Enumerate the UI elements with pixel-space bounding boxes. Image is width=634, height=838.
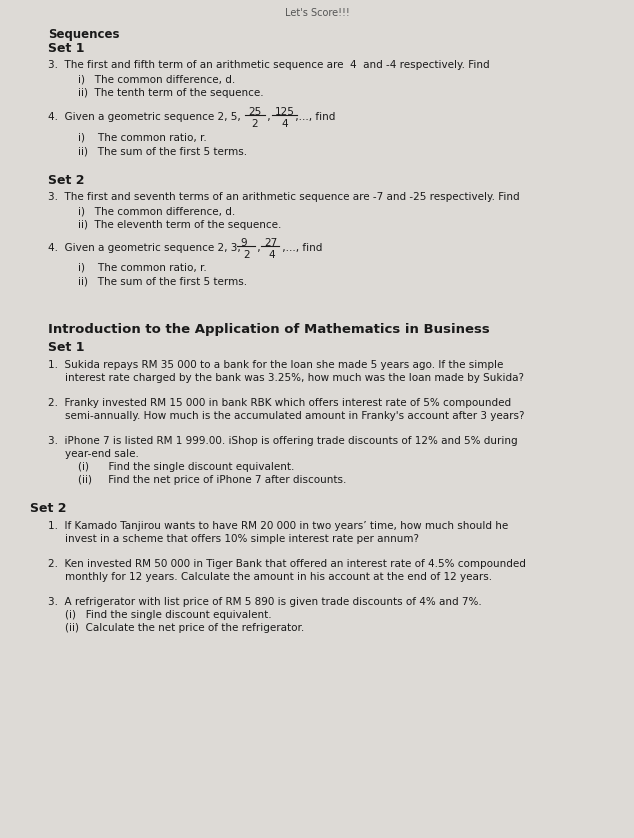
Text: i)   The common difference, d.: i) The common difference, d. — [78, 75, 235, 85]
Text: year-end sale.: year-end sale. — [65, 449, 139, 459]
Text: 3.  The first and fifth term of an arithmetic sequence are  4  and -4 respective: 3. The first and fifth term of an arithm… — [48, 60, 489, 70]
Text: 125: 125 — [275, 107, 295, 117]
Text: (i)      Find the single discount equivalent.: (i) Find the single discount equivalent. — [78, 462, 294, 472]
Text: semi-annually. How much is the accumulated amount in Franky's account after 3 ye: semi-annually. How much is the accumulat… — [65, 411, 524, 421]
Text: invest in a scheme that offers 10% simple interest rate per annum?: invest in a scheme that offers 10% simpl… — [65, 534, 419, 544]
Text: (i)   Find the single discount equivalent.: (i) Find the single discount equivalent. — [65, 610, 271, 620]
Text: 2: 2 — [251, 119, 257, 129]
Text: 2.  Franky invested RM 15 000 in bank RBK which offers interest rate of 5% compo: 2. Franky invested RM 15 000 in bank RBK… — [48, 398, 511, 408]
Text: 2: 2 — [243, 250, 250, 260]
Text: 27: 27 — [264, 238, 277, 248]
Text: 3.  A refrigerator with list price of RM 5 890 is given trade discounts of 4% an: 3. A refrigerator with list price of RM … — [48, 597, 482, 607]
Text: Let's Score!!!: Let's Score!!! — [285, 8, 349, 18]
Text: ii)  The tenth term of the sequence.: ii) The tenth term of the sequence. — [78, 88, 264, 98]
Text: 3.  The first and seventh terms of an arithmetic sequence are -7 and -25 respect: 3. The first and seventh terms of an ari… — [48, 192, 520, 202]
Text: 4: 4 — [268, 250, 275, 260]
Text: interest rate charged by the bank was 3.25%, how much was the loan made by Sukid: interest rate charged by the bank was 3.… — [65, 373, 524, 383]
Text: ii)   The sum of the first 5 terms.: ii) The sum of the first 5 terms. — [78, 146, 247, 156]
Text: (ii)  Calculate the net price of the refrigerator.: (ii) Calculate the net price of the refr… — [65, 623, 304, 633]
Text: 2.  Ken invested RM 50 000 in Tiger Bank that offered an interest rate of 4.5% c: 2. Ken invested RM 50 000 in Tiger Bank … — [48, 559, 526, 569]
Text: 9: 9 — [240, 238, 247, 248]
Text: i)    The common ratio, r.: i) The common ratio, r. — [78, 133, 207, 143]
Text: 1.  Sukida repays RM 35 000 to a bank for the loan she made 5 years ago. If the : 1. Sukida repays RM 35 000 to a bank for… — [48, 360, 503, 370]
Text: ,: , — [264, 112, 271, 122]
Text: 4.  Given a geometric sequence 2, 5,: 4. Given a geometric sequence 2, 5, — [48, 112, 244, 122]
Text: Introduction to the Application of Mathematics in Business: Introduction to the Application of Mathe… — [48, 323, 489, 336]
Text: i)   The common difference, d.: i) The common difference, d. — [78, 207, 235, 217]
Text: 1.  If Kamado Tanjirou wants to have RM 20 000 in two years’ time, how much shou: 1. If Kamado Tanjirou wants to have RM 2… — [48, 521, 508, 531]
Text: monthly for 12 years. Calculate the amount in his account at the end of 12 years: monthly for 12 years. Calculate the amou… — [65, 572, 492, 582]
Text: ,..., find: ,..., find — [292, 112, 335, 122]
Text: ,..., find: ,..., find — [279, 243, 322, 253]
Text: 3.  iPhone 7 is listed RM 1 999.00. iShop is offering trade discounts of 12% and: 3. iPhone 7 is listed RM 1 999.00. iShop… — [48, 436, 517, 446]
Text: Set 2: Set 2 — [48, 174, 84, 187]
Text: ii)   The sum of the first 5 terms.: ii) The sum of the first 5 terms. — [78, 276, 247, 286]
Text: 4: 4 — [281, 119, 288, 129]
Text: Set 1: Set 1 — [48, 42, 84, 55]
Text: ii)  The eleventh term of the sequence.: ii) The eleventh term of the sequence. — [78, 220, 281, 230]
Text: 25: 25 — [248, 107, 261, 117]
Text: Set 1: Set 1 — [48, 341, 84, 354]
Text: Sequences: Sequences — [48, 28, 119, 41]
Text: i)    The common ratio, r.: i) The common ratio, r. — [78, 263, 207, 273]
Text: (ii)     Find the net price of iPhone 7 after discounts.: (ii) Find the net price of iPhone 7 afte… — [78, 475, 346, 485]
Text: ,: , — [254, 243, 261, 253]
Text: 4.  Given a geometric sequence 2, 3,: 4. Given a geometric sequence 2, 3, — [48, 243, 244, 253]
Text: Set 2: Set 2 — [30, 502, 67, 515]
